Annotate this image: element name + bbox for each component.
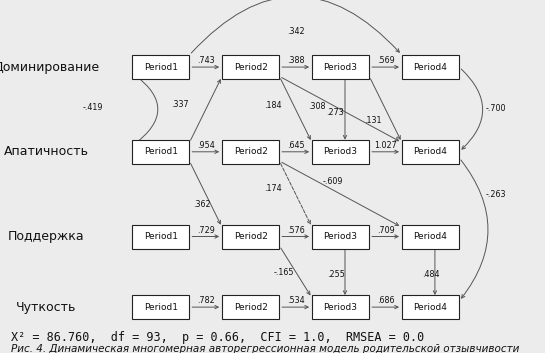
Text: Period3: Period3 (324, 62, 358, 72)
FancyBboxPatch shape (222, 225, 280, 249)
FancyBboxPatch shape (312, 55, 370, 79)
Text: Period4: Period4 (414, 303, 447, 312)
FancyArrowPatch shape (191, 0, 399, 53)
Text: .534: .534 (287, 296, 305, 305)
Text: Period2: Period2 (234, 303, 268, 312)
FancyBboxPatch shape (402, 55, 459, 79)
Text: .255: .255 (328, 270, 345, 279)
Text: 1.027: 1.027 (374, 141, 397, 150)
Text: -.700: -.700 (486, 103, 506, 113)
Text: Period1: Period1 (144, 232, 178, 241)
FancyBboxPatch shape (222, 140, 280, 164)
Text: .576: .576 (287, 226, 305, 235)
FancyBboxPatch shape (312, 225, 370, 249)
Text: Period4: Period4 (414, 147, 447, 156)
Text: Чуткость: Чуткость (16, 301, 76, 313)
FancyBboxPatch shape (132, 225, 190, 249)
Text: .954: .954 (197, 141, 215, 150)
Text: Period2: Period2 (234, 232, 268, 241)
Text: Period4: Period4 (414, 232, 447, 241)
FancyBboxPatch shape (222, 55, 280, 79)
Text: .569: .569 (377, 56, 395, 65)
FancyArrowPatch shape (461, 160, 488, 298)
Text: Period3: Period3 (324, 232, 358, 241)
Text: .484: .484 (422, 270, 439, 279)
Text: -.609: -.609 (322, 177, 343, 186)
Text: Доминирование: Доминирование (0, 61, 99, 73)
FancyBboxPatch shape (132, 140, 190, 164)
Text: .174: .174 (264, 184, 281, 193)
Text: .337: .337 (171, 100, 189, 109)
Text: .273: .273 (326, 108, 344, 118)
FancyBboxPatch shape (222, 295, 280, 319)
Text: Period3: Period3 (324, 303, 358, 312)
Text: .729: .729 (197, 226, 215, 235)
Text: .342: .342 (287, 27, 305, 36)
Text: Period1: Period1 (144, 303, 178, 312)
FancyBboxPatch shape (312, 295, 370, 319)
Text: .131: .131 (365, 115, 382, 125)
FancyArrowPatch shape (461, 69, 483, 149)
Text: Period1: Period1 (144, 147, 178, 156)
Text: .743: .743 (197, 56, 215, 65)
Text: Апатичность: Апатичность (4, 145, 89, 158)
FancyArrowPatch shape (135, 75, 158, 144)
FancyBboxPatch shape (402, 295, 459, 319)
Text: Поддержка: Поддержка (8, 230, 84, 243)
Text: -.165: -.165 (273, 268, 294, 277)
Text: .645: .645 (287, 141, 305, 150)
Text: Period2: Period2 (234, 62, 268, 72)
Text: .362: .362 (193, 200, 210, 209)
Text: Period4: Period4 (414, 62, 447, 72)
Text: .686: .686 (377, 296, 395, 305)
Text: -.263: -.263 (486, 190, 506, 199)
FancyBboxPatch shape (402, 140, 459, 164)
Text: -.419: -.419 (82, 103, 103, 112)
Text: Рис. 4. Динамическая многомерная авторегрессионная модель родительской отзывчиво: Рис. 4. Динамическая многомерная авторег… (11, 345, 519, 353)
Text: .308: .308 (308, 102, 326, 111)
Text: .388: .388 (287, 56, 305, 65)
Text: .782: .782 (197, 296, 215, 305)
Text: Period2: Period2 (234, 147, 268, 156)
Text: Period3: Period3 (324, 147, 358, 156)
Text: Period1: Period1 (144, 62, 178, 72)
FancyBboxPatch shape (402, 225, 459, 249)
Text: .184: .184 (264, 101, 281, 110)
FancyBboxPatch shape (132, 295, 190, 319)
Text: .709: .709 (377, 226, 395, 235)
FancyBboxPatch shape (132, 55, 190, 79)
Text: X² = 86.760,  df = 93,  p = 0.66,  CFI = 1.0,  RMSEA = 0.0: X² = 86.760, df = 93, p = 0.66, CFI = 1.… (11, 331, 424, 343)
FancyBboxPatch shape (312, 140, 370, 164)
